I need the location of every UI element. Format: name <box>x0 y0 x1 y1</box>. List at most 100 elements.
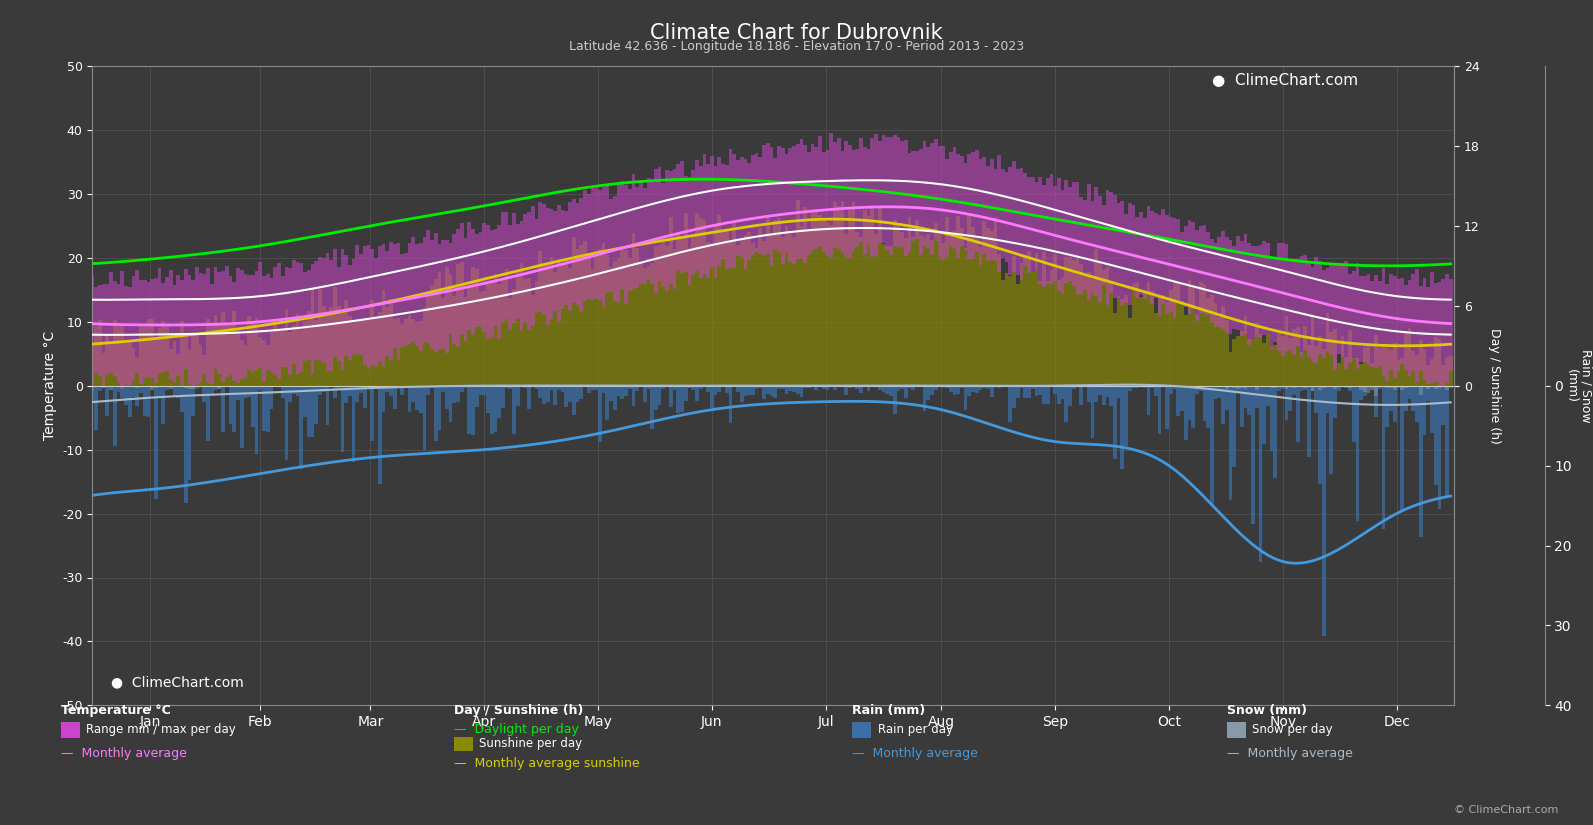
Bar <box>583 386 586 387</box>
Bar <box>1027 386 1031 398</box>
Bar <box>438 271 441 386</box>
Bar <box>796 386 800 394</box>
Bar <box>550 210 553 318</box>
Bar <box>483 386 486 395</box>
Bar <box>1359 276 1364 362</box>
Bar <box>1400 278 1403 365</box>
Bar <box>867 386 870 391</box>
Bar <box>180 280 183 385</box>
Bar <box>161 283 166 372</box>
Bar <box>580 197 583 312</box>
Bar <box>486 285 489 386</box>
Bar <box>1400 386 1403 510</box>
Bar <box>389 242 393 360</box>
Bar <box>1039 386 1042 395</box>
Bar <box>1247 338 1251 386</box>
Bar <box>241 341 244 386</box>
Bar <box>561 210 564 309</box>
Bar <box>1180 301 1184 386</box>
Bar <box>456 264 460 386</box>
Bar <box>169 386 172 389</box>
Bar <box>691 237 695 386</box>
Bar <box>878 386 881 389</box>
Bar <box>572 237 575 386</box>
Bar <box>263 386 266 431</box>
Bar <box>1150 291 1153 386</box>
Bar <box>830 133 833 257</box>
Bar <box>344 255 347 356</box>
Bar <box>892 220 897 386</box>
Bar <box>236 386 241 399</box>
Bar <box>408 243 411 344</box>
Bar <box>733 154 736 267</box>
Bar <box>336 266 341 361</box>
Bar <box>158 268 161 374</box>
Bar <box>739 157 744 257</box>
Bar <box>755 153 758 252</box>
Bar <box>564 386 569 407</box>
Bar <box>1236 386 1239 389</box>
Bar <box>1147 386 1150 415</box>
Bar <box>1419 386 1423 394</box>
Bar <box>789 386 792 391</box>
Bar <box>150 386 155 388</box>
Bar <box>956 386 961 394</box>
Bar <box>1370 386 1375 390</box>
Bar <box>1392 276 1397 378</box>
Bar <box>1005 273 1008 386</box>
Bar <box>956 216 961 386</box>
Bar <box>949 386 953 392</box>
Bar <box>513 213 516 323</box>
Bar <box>736 160 739 256</box>
Bar <box>433 279 438 386</box>
Bar <box>433 233 438 351</box>
Bar <box>1239 241 1244 336</box>
Bar <box>986 166 989 261</box>
Bar <box>150 319 155 386</box>
Bar <box>1352 386 1356 388</box>
Y-axis label: Temperature °C: Temperature °C <box>43 331 57 441</box>
Bar <box>1058 280 1061 386</box>
Bar <box>859 237 863 386</box>
Bar <box>930 240 933 386</box>
Bar <box>616 258 620 386</box>
Bar <box>1005 172 1008 262</box>
Bar <box>386 252 389 356</box>
Bar <box>135 356 139 386</box>
Bar <box>945 216 949 386</box>
Bar <box>393 318 397 386</box>
Bar <box>241 386 244 448</box>
Bar <box>217 325 221 386</box>
Bar <box>699 386 703 389</box>
Bar <box>792 237 796 386</box>
Bar <box>758 228 761 386</box>
Bar <box>1426 386 1431 389</box>
Bar <box>1273 259 1278 342</box>
Bar <box>378 246 382 361</box>
Bar <box>847 210 852 386</box>
Bar <box>1098 196 1102 303</box>
Bar <box>1239 386 1244 388</box>
Bar <box>631 233 636 386</box>
Bar <box>1392 386 1397 422</box>
Bar <box>1423 277 1426 380</box>
Bar <box>1367 274 1370 365</box>
Bar <box>836 138 841 249</box>
Bar <box>1023 255 1027 386</box>
Bar <box>155 386 158 388</box>
Bar <box>452 296 456 386</box>
Bar <box>933 139 938 242</box>
Bar <box>792 386 796 392</box>
Bar <box>1330 332 1333 386</box>
Bar <box>1333 264 1337 370</box>
Bar <box>408 386 411 412</box>
Bar <box>822 220 825 386</box>
Bar <box>1448 356 1453 386</box>
Bar <box>1131 205 1136 291</box>
Bar <box>1117 386 1120 398</box>
Bar <box>1341 386 1344 387</box>
Bar <box>255 386 258 455</box>
Bar <box>94 386 99 387</box>
Bar <box>1169 290 1172 386</box>
Bar <box>252 321 255 386</box>
